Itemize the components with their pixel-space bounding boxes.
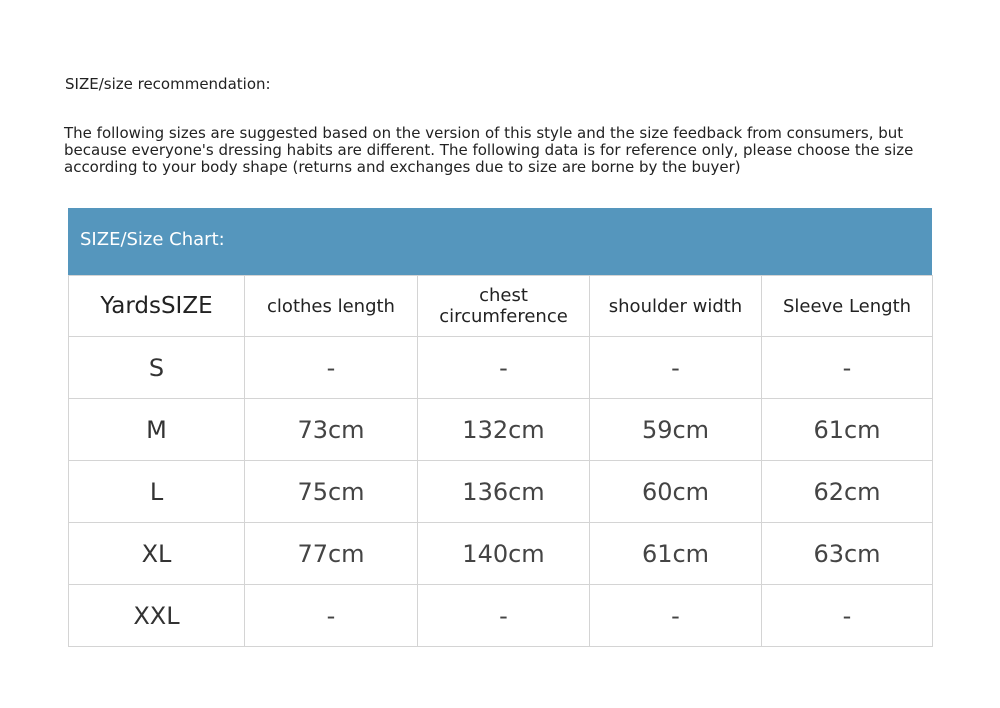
table-row: L 75cm 136cm 60cm 62cm — [68, 460, 933, 523]
table-cell: 61cm — [589, 522, 762, 585]
size-cell: XXL — [68, 584, 245, 647]
size-cell: XL — [68, 522, 245, 585]
table-cell: - — [244, 584, 418, 647]
column-header: shoulder width — [589, 275, 762, 337]
size-cell: S — [68, 336, 245, 399]
table-cell: - — [589, 336, 762, 399]
size-chart: SIZE/Size Chart: YardsSIZE clothes length… — [68, 208, 933, 647]
column-header: clothes length — [244, 275, 418, 337]
table-row: M 73cm 132cm 59cm 61cm — [68, 398, 933, 461]
table-cell: 136cm — [417, 460, 590, 523]
header-row: YardsSIZE clothes length chest circumferen… — [68, 275, 933, 337]
table-row: XXL - - - - — [68, 584, 933, 647]
size-table: YardsSIZE clothes length chest circumferen… — [68, 275, 933, 647]
table-cell: - — [417, 584, 590, 647]
table-cell: - — [589, 584, 762, 647]
table-cell: 61cm — [761, 398, 933, 461]
table-cell: - — [761, 584, 933, 647]
table-cell: - — [244, 336, 418, 399]
table-cell: 59cm — [589, 398, 762, 461]
table-row: S---- — [68, 336, 933, 399]
table-cell: - — [761, 336, 933, 399]
table-cell: 132cm — [417, 398, 590, 461]
table-cell: 62cm — [761, 460, 933, 523]
table-cell: 140cm — [417, 522, 590, 585]
column-header: YardsSIZE — [68, 275, 245, 337]
size-chart-heading: SIZE/Size Chart: — [68, 208, 932, 275]
section-title: SIZE/size recommendation: — [65, 75, 271, 93]
table-cell: 60cm — [589, 460, 762, 523]
table-cell: - — [417, 336, 590, 399]
table-cell: 77cm — [244, 522, 418, 585]
table-row: XL 77cm 140cm 61cm 63cm — [68, 522, 933, 585]
table-cell: 73cm — [244, 398, 418, 461]
column-header: chest circumference — [417, 275, 590, 337]
size-cell: L — [68, 460, 245, 523]
table-cell: 75cm — [244, 460, 418, 523]
description: The following sizes are suggested based … — [64, 124, 914, 176]
table-cell: 63cm — [761, 522, 933, 585]
size-cell: M — [68, 398, 245, 461]
column-header: Sleeve Length — [761, 275, 933, 337]
